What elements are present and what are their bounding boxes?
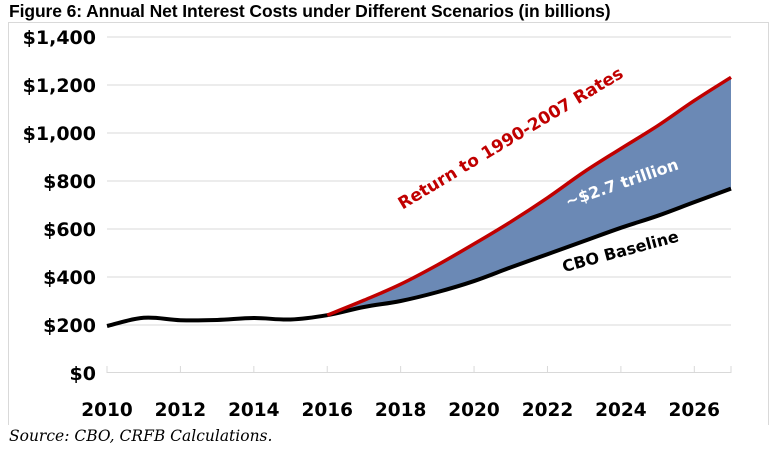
fill-between-area <box>327 77 731 316</box>
y-tick-label: $800 <box>43 171 96 193</box>
series-line-return-to-1990-2007-rates <box>326 75 732 317</box>
y-tick-label: $400 <box>43 267 96 289</box>
y-tick-label: $0 <box>70 363 96 385</box>
x-tick-label: 2020 <box>448 400 500 421</box>
x-axis <box>106 366 732 373</box>
source-note: Source: CBO, CRFB Calculations. <box>9 427 273 445</box>
x-tick-label: 2012 <box>155 400 207 421</box>
y-tick-label: $1,400 <box>23 27 96 49</box>
x-tick-label: 2026 <box>669 400 721 421</box>
series-line-cbo-baseline <box>106 186 732 328</box>
x-tick-label: 2014 <box>228 400 280 421</box>
x-tick-label: 2010 <box>81 400 133 421</box>
fill-area <box>327 77 731 316</box>
series-lines <box>106 75 732 328</box>
y-tick-labels: $0 $200 $400 $600 $800 $1,000 $1,200 $1,400 <box>23 27 96 385</box>
x-tick-labels: 2010 2012 2014 2016 2018 2020 2022 2024 2026 <box>81 400 720 421</box>
chart-frame <box>8 22 769 425</box>
chart-title: Figure 6: Annual Net Interest Costs unde… <box>9 1 611 21</box>
y-tick-label: $200 <box>43 315 96 337</box>
y-tick-label: $1,200 <box>23 75 96 97</box>
y-tick-label: $600 <box>43 219 96 241</box>
x-tick-label: 2022 <box>522 400 574 421</box>
y-tick-label: $1,000 <box>23 123 96 145</box>
x-tick-label: 2018 <box>375 400 427 421</box>
x-tick-label: 2024 <box>595 400 647 421</box>
x-tick-label: 2016 <box>301 400 353 421</box>
